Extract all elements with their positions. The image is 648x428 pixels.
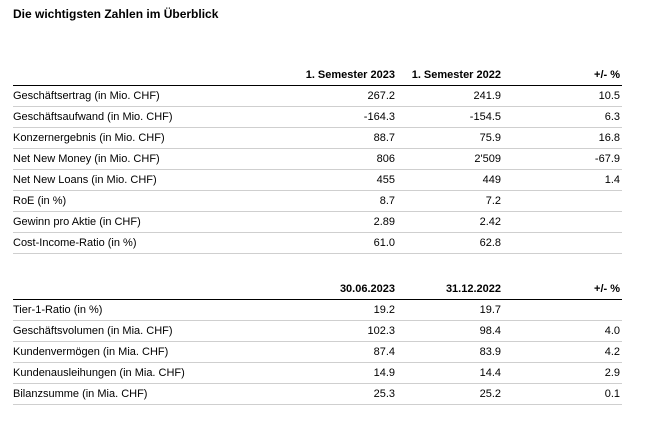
value-change bbox=[503, 190, 622, 212]
table-header-row: 30.06.2023 31.12.2022 +/- % bbox=[13, 279, 622, 300]
value-current: 2.89 bbox=[291, 211, 397, 233]
value-previous: 25.2 bbox=[397, 383, 503, 405]
row-label: Cost-Income-Ratio (in %) bbox=[13, 232, 291, 254]
value-current: 806 bbox=[291, 148, 397, 170]
value-change: 4.0 bbox=[503, 320, 622, 342]
row-label: Kundenausleihungen (in Mia. CHF) bbox=[13, 362, 291, 384]
row-label: Geschäftsaufwand (in Mio. CHF) bbox=[13, 106, 291, 128]
value-previous: 75.9 bbox=[397, 127, 503, 149]
value-current: 61.0 bbox=[291, 232, 397, 254]
value-previous: 62.8 bbox=[397, 232, 503, 254]
value-previous: 19.7 bbox=[397, 299, 503, 321]
value-change: 6.3 bbox=[503, 106, 622, 128]
column-header-change-percent: +/- % bbox=[503, 279, 622, 300]
balance-key-figures-table: 30.06.2023 31.12.2022 +/- % Tier-1-Ratio… bbox=[13, 279, 622, 405]
row-label: Net New Loans (in Mio. CHF) bbox=[13, 169, 291, 191]
column-header-current-period: 1. Semester 2023 bbox=[291, 65, 397, 86]
row-label: Kundenvermögen (in Mia. CHF) bbox=[13, 341, 291, 363]
row-label: Tier-1-Ratio (in %) bbox=[13, 299, 291, 321]
row-label: Geschäftsvolumen (in Mia. CHF) bbox=[13, 320, 291, 342]
table-row: Bilanzsumme (in Mia. CHF) 25.3 25.2 0.1 bbox=[13, 383, 622, 405]
row-label: RoE (in %) bbox=[13, 190, 291, 212]
row-label: Konzernergebnis (in Mio. CHF) bbox=[13, 127, 291, 149]
value-previous: 449 bbox=[397, 169, 503, 191]
table-row: Tier-1-Ratio (in %) 19.2 19.7 bbox=[13, 299, 622, 321]
value-previous: 14.4 bbox=[397, 362, 503, 384]
table-row: Geschäftsvolumen (in Mia. CHF) 102.3 98.… bbox=[13, 320, 622, 342]
row-label: Net New Money (in Mio. CHF) bbox=[13, 148, 291, 170]
column-header-change-percent: +/- % bbox=[503, 65, 622, 86]
column-header-current-date: 30.06.2023 bbox=[291, 279, 397, 300]
column-header-label bbox=[13, 279, 291, 300]
table-row: Gewinn pro Aktie (in CHF) 2.89 2.42 bbox=[13, 211, 622, 233]
value-current: 19.2 bbox=[291, 299, 397, 321]
value-current: 102.3 bbox=[291, 320, 397, 342]
value-current: 25.3 bbox=[291, 383, 397, 405]
value-previous: 2.42 bbox=[397, 211, 503, 233]
value-change: 4.2 bbox=[503, 341, 622, 363]
row-label: Gewinn pro Aktie (in CHF) bbox=[13, 211, 291, 233]
table-row: Geschäftsaufwand (in Mio. CHF) -164.3 -1… bbox=[13, 106, 622, 128]
column-header-previous-date: 31.12.2022 bbox=[397, 279, 503, 300]
value-current: 14.9 bbox=[291, 362, 397, 384]
table-row: Konzernergebnis (in Mio. CHF) 88.7 75.9 … bbox=[13, 127, 622, 149]
value-current: 88.7 bbox=[291, 127, 397, 149]
value-current: 455 bbox=[291, 169, 397, 191]
table-row: Net New Loans (in Mio. CHF) 455 449 1.4 bbox=[13, 169, 622, 191]
value-previous: 241.9 bbox=[397, 85, 503, 107]
row-label: Bilanzsumme (in Mia. CHF) bbox=[13, 383, 291, 405]
value-change: -67.9 bbox=[503, 148, 622, 170]
page-title: Die wichtigsten Zahlen im Überblick bbox=[13, 7, 219, 21]
value-change: 2.9 bbox=[503, 362, 622, 384]
column-header-label bbox=[13, 65, 291, 86]
value-change: 1.4 bbox=[503, 169, 622, 191]
table-row: Kundenvermögen (in Mia. CHF) 87.4 83.9 4… bbox=[13, 341, 622, 363]
table-row: Geschäftsertrag (in Mio. CHF) 267.2 241.… bbox=[13, 85, 622, 107]
table-row: Cost-Income-Ratio (in %) 61.0 62.8 bbox=[13, 232, 622, 254]
value-change: 0.1 bbox=[503, 383, 622, 405]
value-previous: -154.5 bbox=[397, 106, 503, 128]
value-current: 267.2 bbox=[291, 85, 397, 107]
half-year-key-figures-table: 1. Semester 2023 1. Semester 2022 +/- % … bbox=[13, 65, 622, 254]
value-previous: 83.9 bbox=[397, 341, 503, 363]
value-change: 10.5 bbox=[503, 85, 622, 107]
value-change bbox=[503, 232, 622, 254]
column-header-previous-period: 1. Semester 2022 bbox=[397, 65, 503, 86]
value-current: -164.3 bbox=[291, 106, 397, 128]
value-change bbox=[503, 211, 622, 233]
table-row: Kundenausleihungen (in Mia. CHF) 14.9 14… bbox=[13, 362, 622, 384]
value-current: 87.4 bbox=[291, 341, 397, 363]
value-previous: 2'509 bbox=[397, 148, 503, 170]
table-row: RoE (in %) 8.7 7.2 bbox=[13, 190, 622, 212]
value-previous: 98.4 bbox=[397, 320, 503, 342]
table-header-row: 1. Semester 2023 1. Semester 2022 +/- % bbox=[13, 65, 622, 86]
value-current: 8.7 bbox=[291, 190, 397, 212]
value-change bbox=[503, 299, 622, 321]
value-previous: 7.2 bbox=[397, 190, 503, 212]
row-label: Geschäftsertrag (in Mio. CHF) bbox=[13, 85, 291, 107]
value-change: 16.8 bbox=[503, 127, 622, 149]
table-row: Net New Money (in Mio. CHF) 806 2'509 -6… bbox=[13, 148, 622, 170]
